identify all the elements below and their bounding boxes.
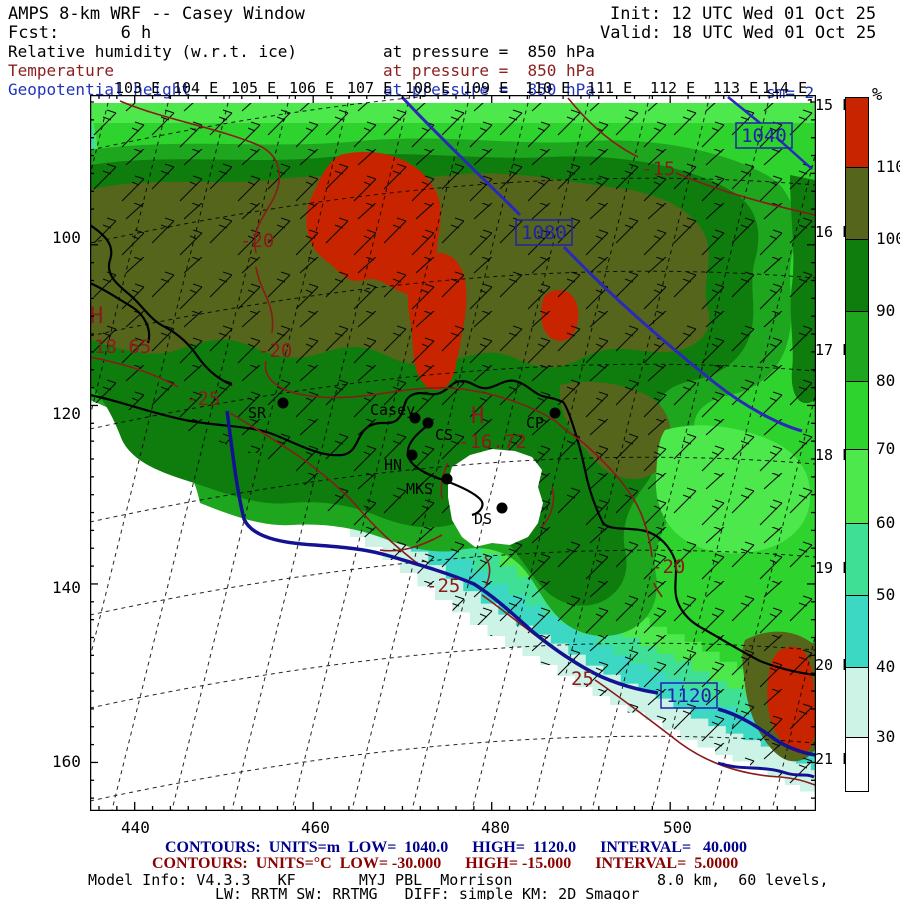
extremum-value: -16.72 bbox=[458, 431, 527, 453]
geopotential-height-contours bbox=[225, 95, 816, 779]
station-dot bbox=[409, 412, 421, 424]
colorbar-segment bbox=[846, 523, 868, 595]
station-label: CP bbox=[526, 414, 544, 432]
map-plot: 104010801120-15-20-20-20-25-2525H18.65H-… bbox=[90, 95, 816, 811]
height-label-box bbox=[515, 219, 573, 246]
map-border bbox=[90, 95, 816, 811]
bottom-axis-label: 500 bbox=[663, 818, 692, 837]
temperature-contours bbox=[90, 97, 816, 786]
colorbar-segment bbox=[846, 667, 868, 737]
top-lon-label: 105 E bbox=[231, 79, 277, 97]
top-lon-label: 103 E bbox=[115, 79, 161, 97]
colorbar-tick-label: 80 bbox=[876, 371, 896, 390]
temp-contour-label: 25 bbox=[571, 668, 594, 690]
station-dot bbox=[496, 502, 508, 514]
forecast-hour: Fcst: 6 h bbox=[8, 23, 152, 43]
colorbar-tick-label: 70 bbox=[876, 439, 896, 458]
top-lon-label: 106 E bbox=[289, 79, 335, 97]
temp-contour-label: -20 bbox=[240, 230, 274, 252]
station-label: SR bbox=[248, 404, 267, 422]
station-dot bbox=[277, 397, 289, 409]
model-info-line2: LW: RRTM SW: RRTMG DIFF: simple KM: 2D S… bbox=[215, 885, 640, 900]
field-name: Temperature bbox=[8, 61, 114, 80]
model-info-line1: Model Info: V4.3.3 KF MYJ PBL Morrison 8… bbox=[88, 871, 829, 889]
extremum-value: 18.65 bbox=[94, 336, 151, 358]
colorbar-segment bbox=[846, 167, 868, 239]
bottom-axis-label: 440 bbox=[121, 818, 150, 837]
temp-contour-label: -20 bbox=[258, 340, 292, 362]
height-contour-info: CONTOURS: UNITS=m LOW= 1040.0 HIGH= 1120… bbox=[165, 839, 748, 856]
left-axis-label: 160 bbox=[52, 752, 81, 771]
station-dot bbox=[406, 449, 418, 461]
height-contour-label: 1040 bbox=[741, 125, 787, 147]
top-lon-label: 112 E bbox=[650, 79, 696, 97]
plot-title: AMPS 8-km WRF -- Casey Window bbox=[8, 4, 305, 24]
top-lon-label: 108 E bbox=[405, 79, 451, 97]
latlon-graticule bbox=[90, 95, 816, 811]
station-label: CS bbox=[435, 426, 453, 444]
extremum-symbol: H bbox=[90, 304, 103, 329]
station-dot bbox=[422, 417, 434, 429]
colorbar-tick-label: 40 bbox=[876, 657, 896, 676]
valid-time: Valid: 18 UTC Wed 01 Oct 25 bbox=[600, 23, 877, 43]
temp-contour-label: -20 bbox=[651, 556, 685, 578]
station-label: MKS bbox=[406, 480, 433, 498]
field-level: at pressure = 850 hPa bbox=[383, 42, 595, 61]
top-lon-label: 113 E bbox=[713, 79, 759, 97]
colorbar-tick-label: 60 bbox=[876, 513, 896, 532]
wind-barbs-field bbox=[90, 103, 816, 798]
colorbar-segment bbox=[846, 449, 868, 523]
colorbar-segment bbox=[846, 595, 868, 667]
rh-colorbar bbox=[845, 97, 869, 792]
colorbar-tick-label: 110 bbox=[876, 157, 900, 176]
smoothing-label: sm= 2 bbox=[766, 83, 815, 102]
colorbar-segment bbox=[846, 311, 868, 381]
top-lon-label: 110 E bbox=[525, 79, 571, 97]
field-name: Relative humidity (w.r.t. ice) bbox=[8, 42, 297, 61]
colorbar-segment bbox=[846, 737, 868, 791]
height-contour-label: 1120 bbox=[666, 685, 712, 707]
colorbar-segment bbox=[846, 98, 868, 167]
height-contour-label: 1080 bbox=[521, 222, 567, 244]
colorbar-tick-label: 100 bbox=[876, 229, 900, 248]
station-dot bbox=[549, 407, 561, 419]
field-name: Geopotential height bbox=[8, 80, 192, 99]
init-time: Init: 12 UTC Wed 01 Oct 25 bbox=[610, 4, 877, 24]
top-lon-label: 104 E bbox=[173, 79, 219, 97]
top-lon-label: 114 E bbox=[762, 79, 808, 97]
station-label: DS bbox=[474, 510, 492, 528]
extremum-symbol: H bbox=[471, 404, 484, 429]
temp-contour-info: CONTOURS: UNITS=°C LOW= -30.000 HIGH= -1… bbox=[152, 855, 739, 872]
top-lon-label: 111 E bbox=[587, 79, 633, 97]
top-lon-label: 109 E bbox=[463, 79, 509, 97]
bottom-axis-label: 460 bbox=[301, 818, 330, 837]
colorbar-tick-label: 50 bbox=[876, 585, 896, 604]
colorbar-tick-label: 90 bbox=[876, 301, 896, 320]
temp-contour-label: -25 bbox=[426, 575, 460, 597]
height-label-box bbox=[735, 122, 793, 149]
height-label-box bbox=[660, 682, 718, 709]
colorbar-unit: % bbox=[872, 85, 883, 105]
colorbar-segment bbox=[846, 239, 868, 311]
field-level: at pressure = 850 hPa bbox=[383, 61, 595, 80]
left-axis-label: 100 bbox=[52, 228, 81, 247]
station-label: Casey bbox=[370, 401, 415, 419]
station-label: HN bbox=[384, 456, 402, 474]
left-axis-label: 120 bbox=[52, 404, 81, 423]
station-dot bbox=[441, 473, 453, 485]
temp-contour-label: -25 bbox=[186, 388, 220, 410]
temp-contour-label: -15 bbox=[641, 158, 675, 180]
rh-below-30-hole bbox=[448, 449, 543, 547]
colorbar-segment bbox=[846, 381, 868, 449]
left-axis-label: 140 bbox=[52, 578, 81, 597]
field-level: at pressure = 850 hPa bbox=[383, 80, 595, 99]
bottom-axis-label: 480 bbox=[481, 818, 510, 837]
colorbar-tick-label: 30 bbox=[876, 727, 896, 746]
top-lon-label: 107 E bbox=[347, 79, 393, 97]
